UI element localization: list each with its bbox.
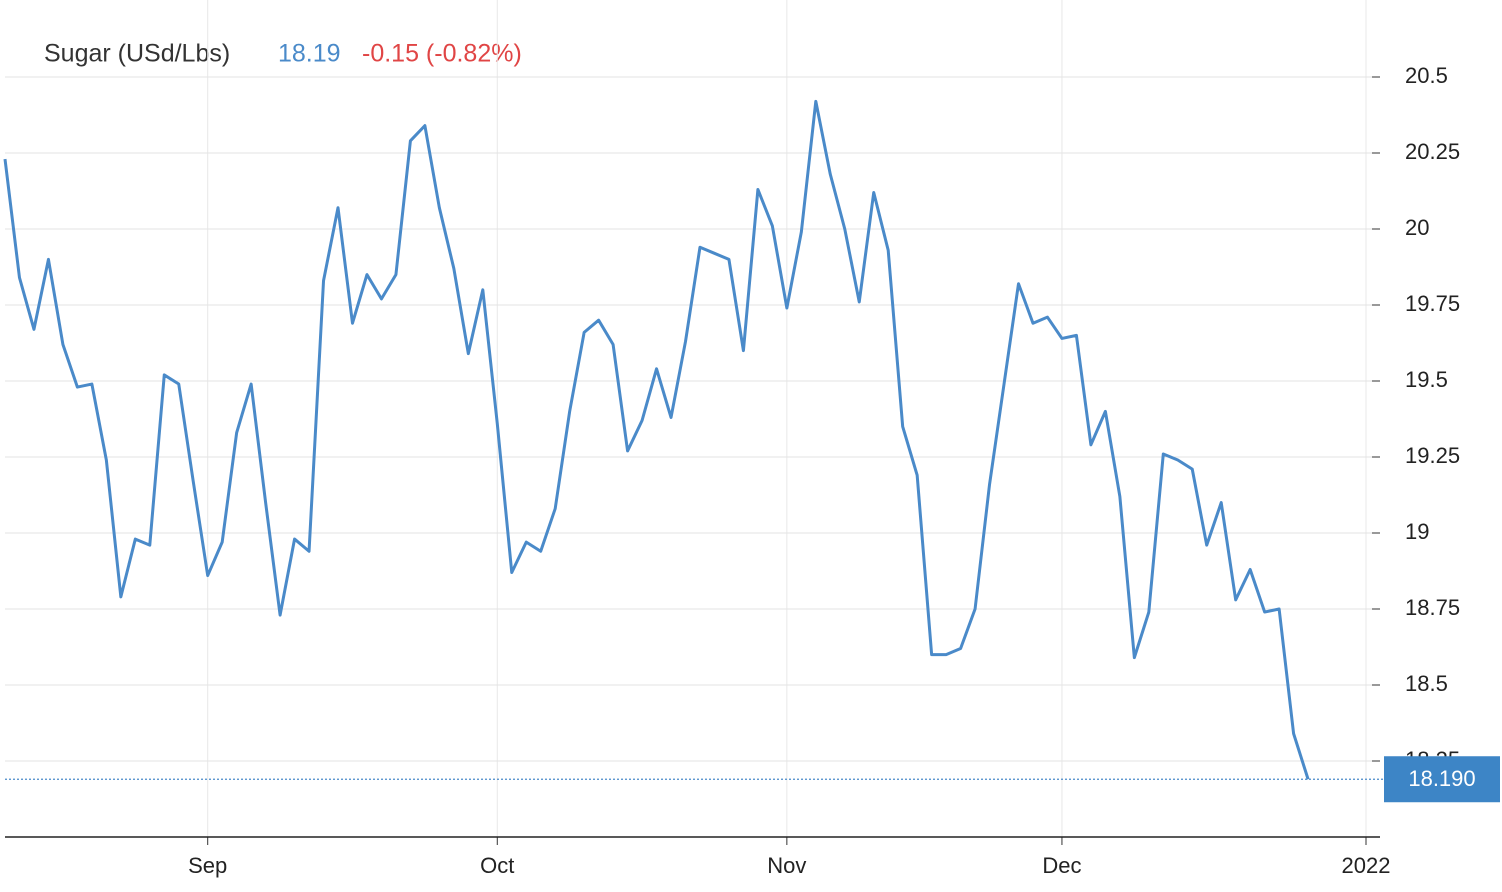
y-tick-label: 19.75 bbox=[1405, 291, 1460, 316]
y-tick-label: 19.25 bbox=[1405, 443, 1460, 468]
last-value-label: 18.190 bbox=[1408, 766, 1475, 791]
price-line bbox=[3, 99, 1310, 780]
x-tick-label: Sep bbox=[188, 853, 227, 878]
y-tick-label: 19 bbox=[1405, 519, 1429, 544]
y-tick-label: 19.5 bbox=[1405, 367, 1448, 392]
x-tick-label: Nov bbox=[767, 853, 806, 878]
y-tick-label: 20.25 bbox=[1405, 139, 1460, 164]
x-tick-label: Oct bbox=[480, 853, 514, 878]
x-tick-label: 2022 bbox=[1342, 853, 1391, 878]
x-tick-label: Dec bbox=[1042, 853, 1081, 878]
y-tick-label: 20.5 bbox=[1405, 63, 1448, 88]
y-tick-label: 18.75 bbox=[1405, 595, 1460, 620]
change: -0.15 (-0.82%) bbox=[362, 40, 522, 68]
y-tick-label: 18.5 bbox=[1405, 671, 1448, 696]
last-value-box bbox=[1384, 756, 1500, 803]
y-tick-label: 20 bbox=[1405, 215, 1429, 240]
price: 18.19 bbox=[278, 40, 341, 68]
chart-title: Sugar (USd/Lbs) bbox=[44, 40, 230, 68]
